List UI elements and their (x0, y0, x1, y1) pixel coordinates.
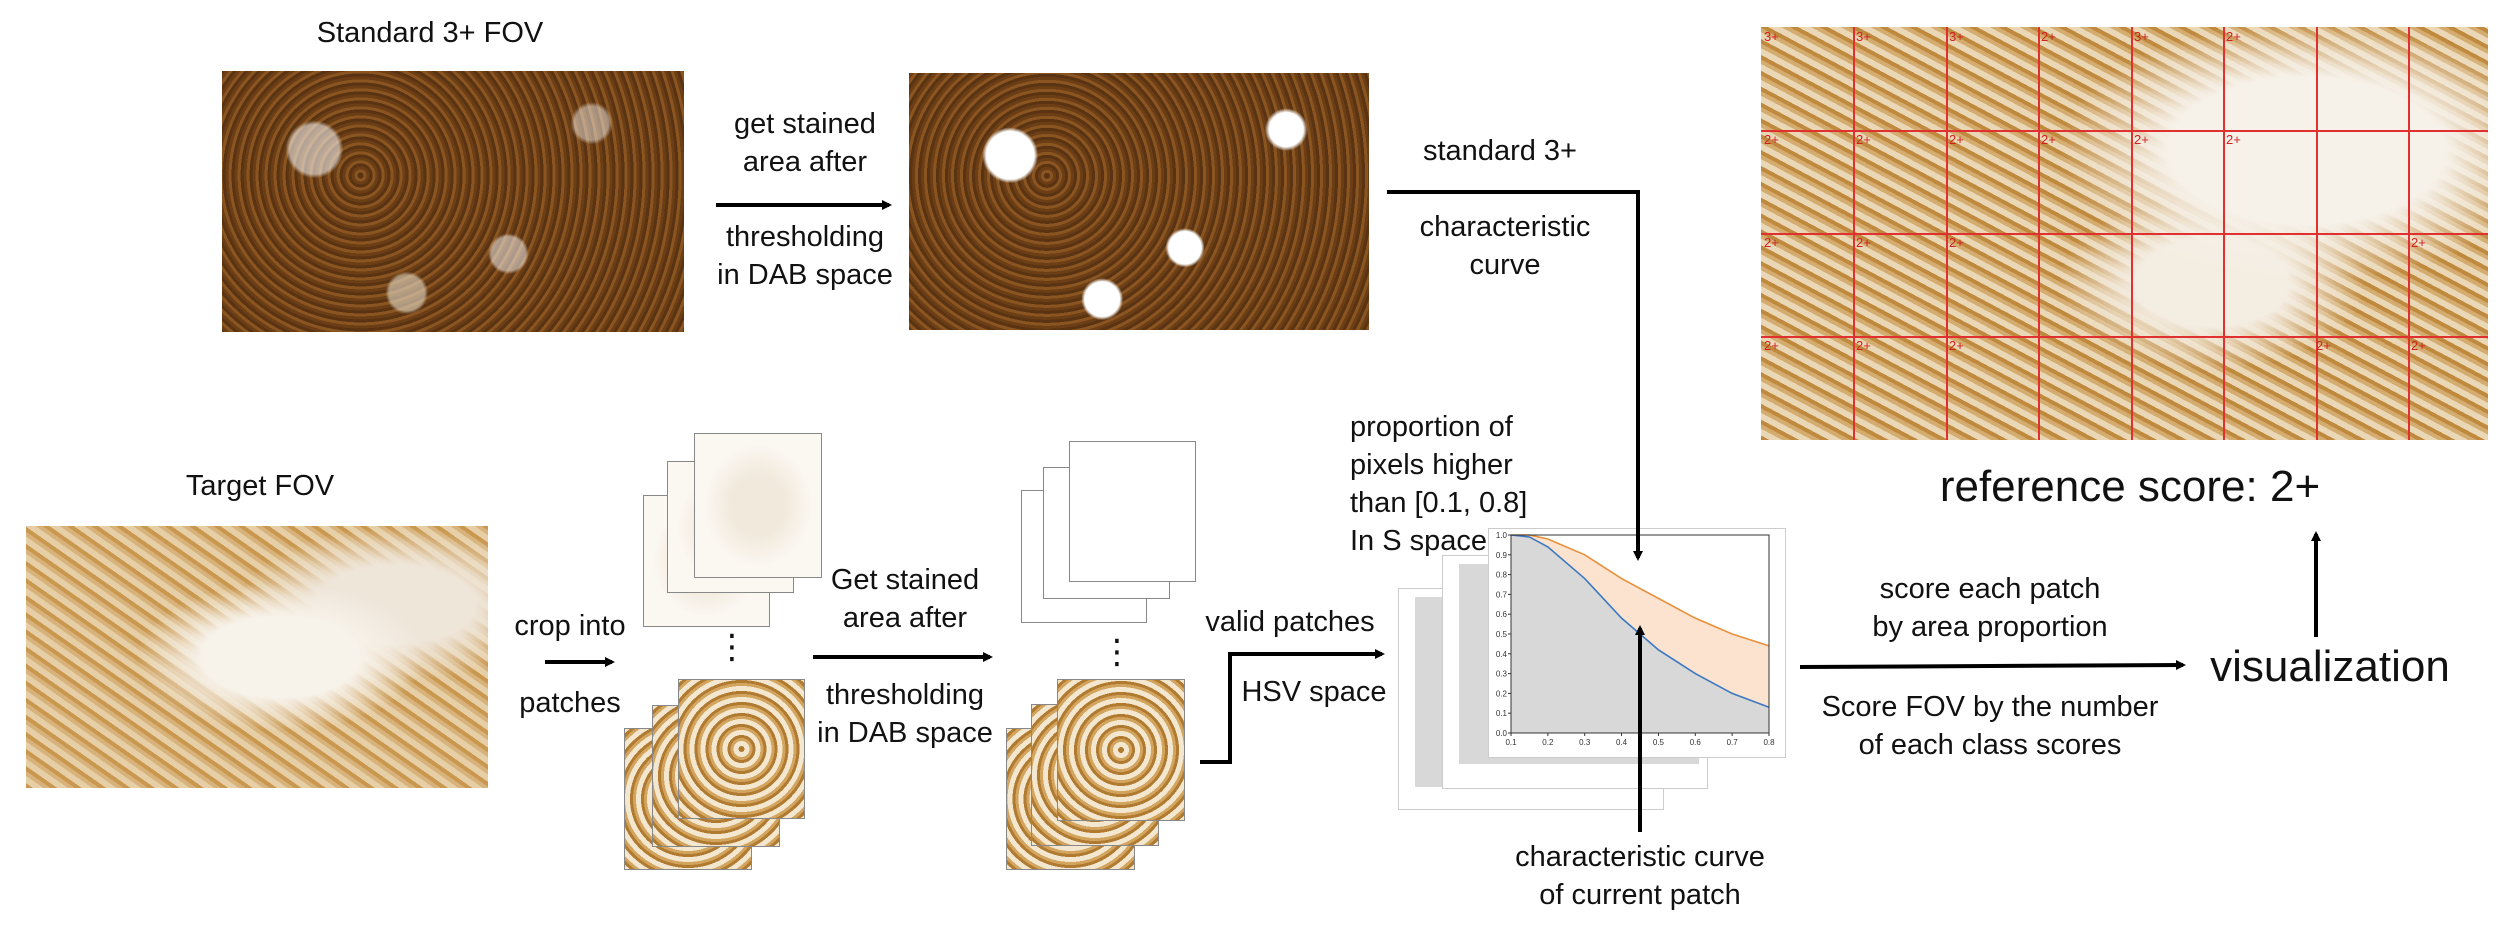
grid-score-label: 2+ (1949, 338, 1964, 353)
ellipsis-top: ⋮ (715, 628, 749, 666)
visualization-label: visualization (2210, 642, 2450, 691)
grid-score-label: 3+ (1856, 29, 1871, 44)
x-tick-label: 0.7 (1727, 738, 1739, 747)
grid-score-label: 2+ (2411, 235, 2426, 250)
reference-fov-image: 3+ 3+ 3+ 2+ 3+ 2+ 2+ 2+ 2+ 2+ 2+ 2+ 2+ 2… (1761, 27, 2488, 440)
grid-score-label: 2+ (1949, 132, 1964, 147)
reference-score-label: reference score: 2+ (1939, 462, 2321, 511)
stained-standard-image (909, 73, 1369, 330)
x-tick-label: 0.5 (1653, 738, 1665, 747)
grid-score-label: 2+ (1856, 235, 1871, 250)
ellipsis-bottom: ⋮ (1100, 633, 1134, 671)
y-tick-label: 0.7 (1496, 590, 1508, 599)
x-tick-label: 0.1 (1505, 738, 1517, 747)
y-tick-label: 0.6 (1496, 610, 1508, 619)
grid-score-label: 2+ (2041, 29, 2056, 44)
y-tick-label: 0.3 (1496, 670, 1508, 679)
target-fov-title: Target FOV (185, 470, 335, 502)
get-stained-bottom-label-2: thresholding in DAB space (817, 679, 993, 749)
standard-curve-label-2: characteristic curve (1419, 211, 1591, 281)
x-tick-label: 0.2 (1542, 738, 1554, 747)
x-tick-label: 0.6 (1690, 738, 1702, 747)
y-tick-label: 0.2 (1496, 689, 1508, 698)
get-stained-top-label-1: get stained area after (734, 108, 876, 178)
x-tick-label: 0.3 (1579, 738, 1591, 747)
y-tick-label: 0.8 (1496, 571, 1508, 580)
grid-score-label: 2+ (1764, 338, 1779, 353)
grid-score-label: 2+ (2226, 29, 2241, 44)
grid-score-label: 2+ (1856, 132, 1871, 147)
arrow-score (1799, 660, 2186, 671)
standard-fov-title: Standard 3+ FOV (316, 17, 544, 49)
x-tick-label: 0.4 (1616, 738, 1628, 747)
grid-score-label: 3+ (2134, 29, 2149, 44)
x-tick-label: 0.8 (1763, 738, 1775, 747)
score-fov-label: Score FOV by the number of each class sc… (1821, 691, 2159, 761)
grid-score-label: 2+ (2411, 338, 2426, 353)
y-tick-label: 0.5 (1496, 630, 1508, 639)
grid-score-label: 2+ (2226, 132, 2241, 147)
get-stained-bottom-label-1: Get stained area after (830, 564, 980, 634)
standard-fov-image (222, 71, 684, 332)
grid-score-label: 2+ (1764, 235, 1779, 250)
grid-score-label: 2+ (1949, 235, 1964, 250)
characteristic-curve-chart: 0.1 0.2 0.3 0.4 0.5 0.6 0.7 0.8 0.0 0.1 0.2 0.3 0.4 0… (1488, 528, 1786, 758)
y-tick-label: 0.4 (1496, 650, 1508, 659)
hsv-space-label: HSV space (1241, 676, 1387, 708)
y-tick-label: 0.1 (1496, 709, 1508, 718)
grid-score-label: 2+ (2316, 338, 2331, 353)
target-fov-image (26, 526, 488, 788)
crop-label-2: patches (519, 687, 621, 719)
standard-curve-label-1: standard 3+ (1423, 135, 1577, 167)
grid-score-label: 3+ (1949, 29, 1964, 44)
chart-svg: 0.1 0.2 0.3 0.4 0.5 0.6 0.7 0.80.00.10.20.30.40… (1496, 531, 1775, 747)
grid-score-label: 2+ (1856, 338, 1871, 353)
y-tick-label: 0.0 (1496, 729, 1508, 738)
grid-score-label: 2+ (2134, 132, 2149, 147)
crop-label-1: crop into (514, 610, 626, 642)
y-tick-label: 1.0 (1496, 531, 1508, 540)
valid-patches-label: valid patches (1205, 606, 1375, 638)
grid-score-label: 2+ (1764, 132, 1779, 147)
score-patch-label: score each patch by area proportion (1872, 573, 2108, 643)
get-stained-top-label-2: thresholding in DAB space (717, 221, 893, 291)
grid-score-label: 2+ (2041, 132, 2056, 147)
current-curve-label: characteristic curve of current patch (1515, 841, 1765, 911)
grid-score-label: 3+ (1764, 29, 1779, 44)
y-tick-label: 0.9 (1496, 551, 1508, 560)
area-between-curves (1511, 535, 1769, 708)
